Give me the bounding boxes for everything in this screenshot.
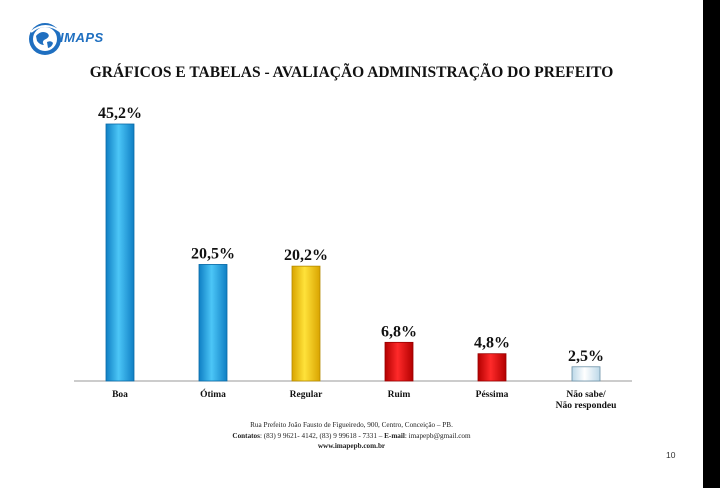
footer-address: Rua Prefeito João Fausto de Figueiredo, … [250,421,453,429]
contacts-label: Contatos [232,431,260,440]
page-title: GRÁFICOS E TABELAS - AVALIAÇÃO ADMINISTR… [89,64,614,81]
footer-website: www.imapepb.com.br [0,441,703,452]
data-label-4: 4,8% [474,335,510,352]
bar-5 [571,366,601,382]
data-label-2: 20,2% [284,247,328,264]
data-label-5: 2,5% [568,348,604,365]
bar-1 [198,264,228,382]
category-label-0: Boa [112,390,128,400]
bar-3 [384,341,414,382]
email-label: E-mail [384,431,405,440]
logo-text: IMAPS [60,30,104,45]
data-label-0: 45,2% [98,105,142,122]
bar-4 [477,353,507,382]
contacts-value: : (83) 9 9621- 4142, (83) 9 99618 - 7331… [259,431,385,440]
page-number: 10 [666,450,676,460]
bar-2 [291,265,321,382]
category-label-3: Ruim [388,390,411,400]
imaps-logo: IMAPS [27,20,104,58]
category-label-2: Regular [290,390,324,400]
globe-icon [29,23,62,55]
footer: Rua Prefeito João Fausto de Figueiredo, … [0,420,703,452]
bar-chart: 45,2% Boa 20,5% Ótima 20,2% Regular 6,8% Ruim 4,… [74,105,632,411]
footer-contacts: Contatos: (83) 9 9621- 4142, (83) 9 9961… [0,431,703,442]
bar-0 [105,123,135,382]
data-label-3: 6,8% [381,323,417,340]
website-value: www.imapepb.com.br [317,442,386,450]
category-label-4: Péssima [476,390,509,400]
data-label-1: 20,5% [191,245,235,262]
report-page: IMAPS GRÁFICOS E TABELAS - AVALIAÇÃO ADM… [0,0,703,488]
email-value: : imapepb@gmail.com [404,431,471,440]
category-label-5: Não sabe/Não respondeu [556,390,618,411]
category-label-1: Ótima [200,388,226,400]
